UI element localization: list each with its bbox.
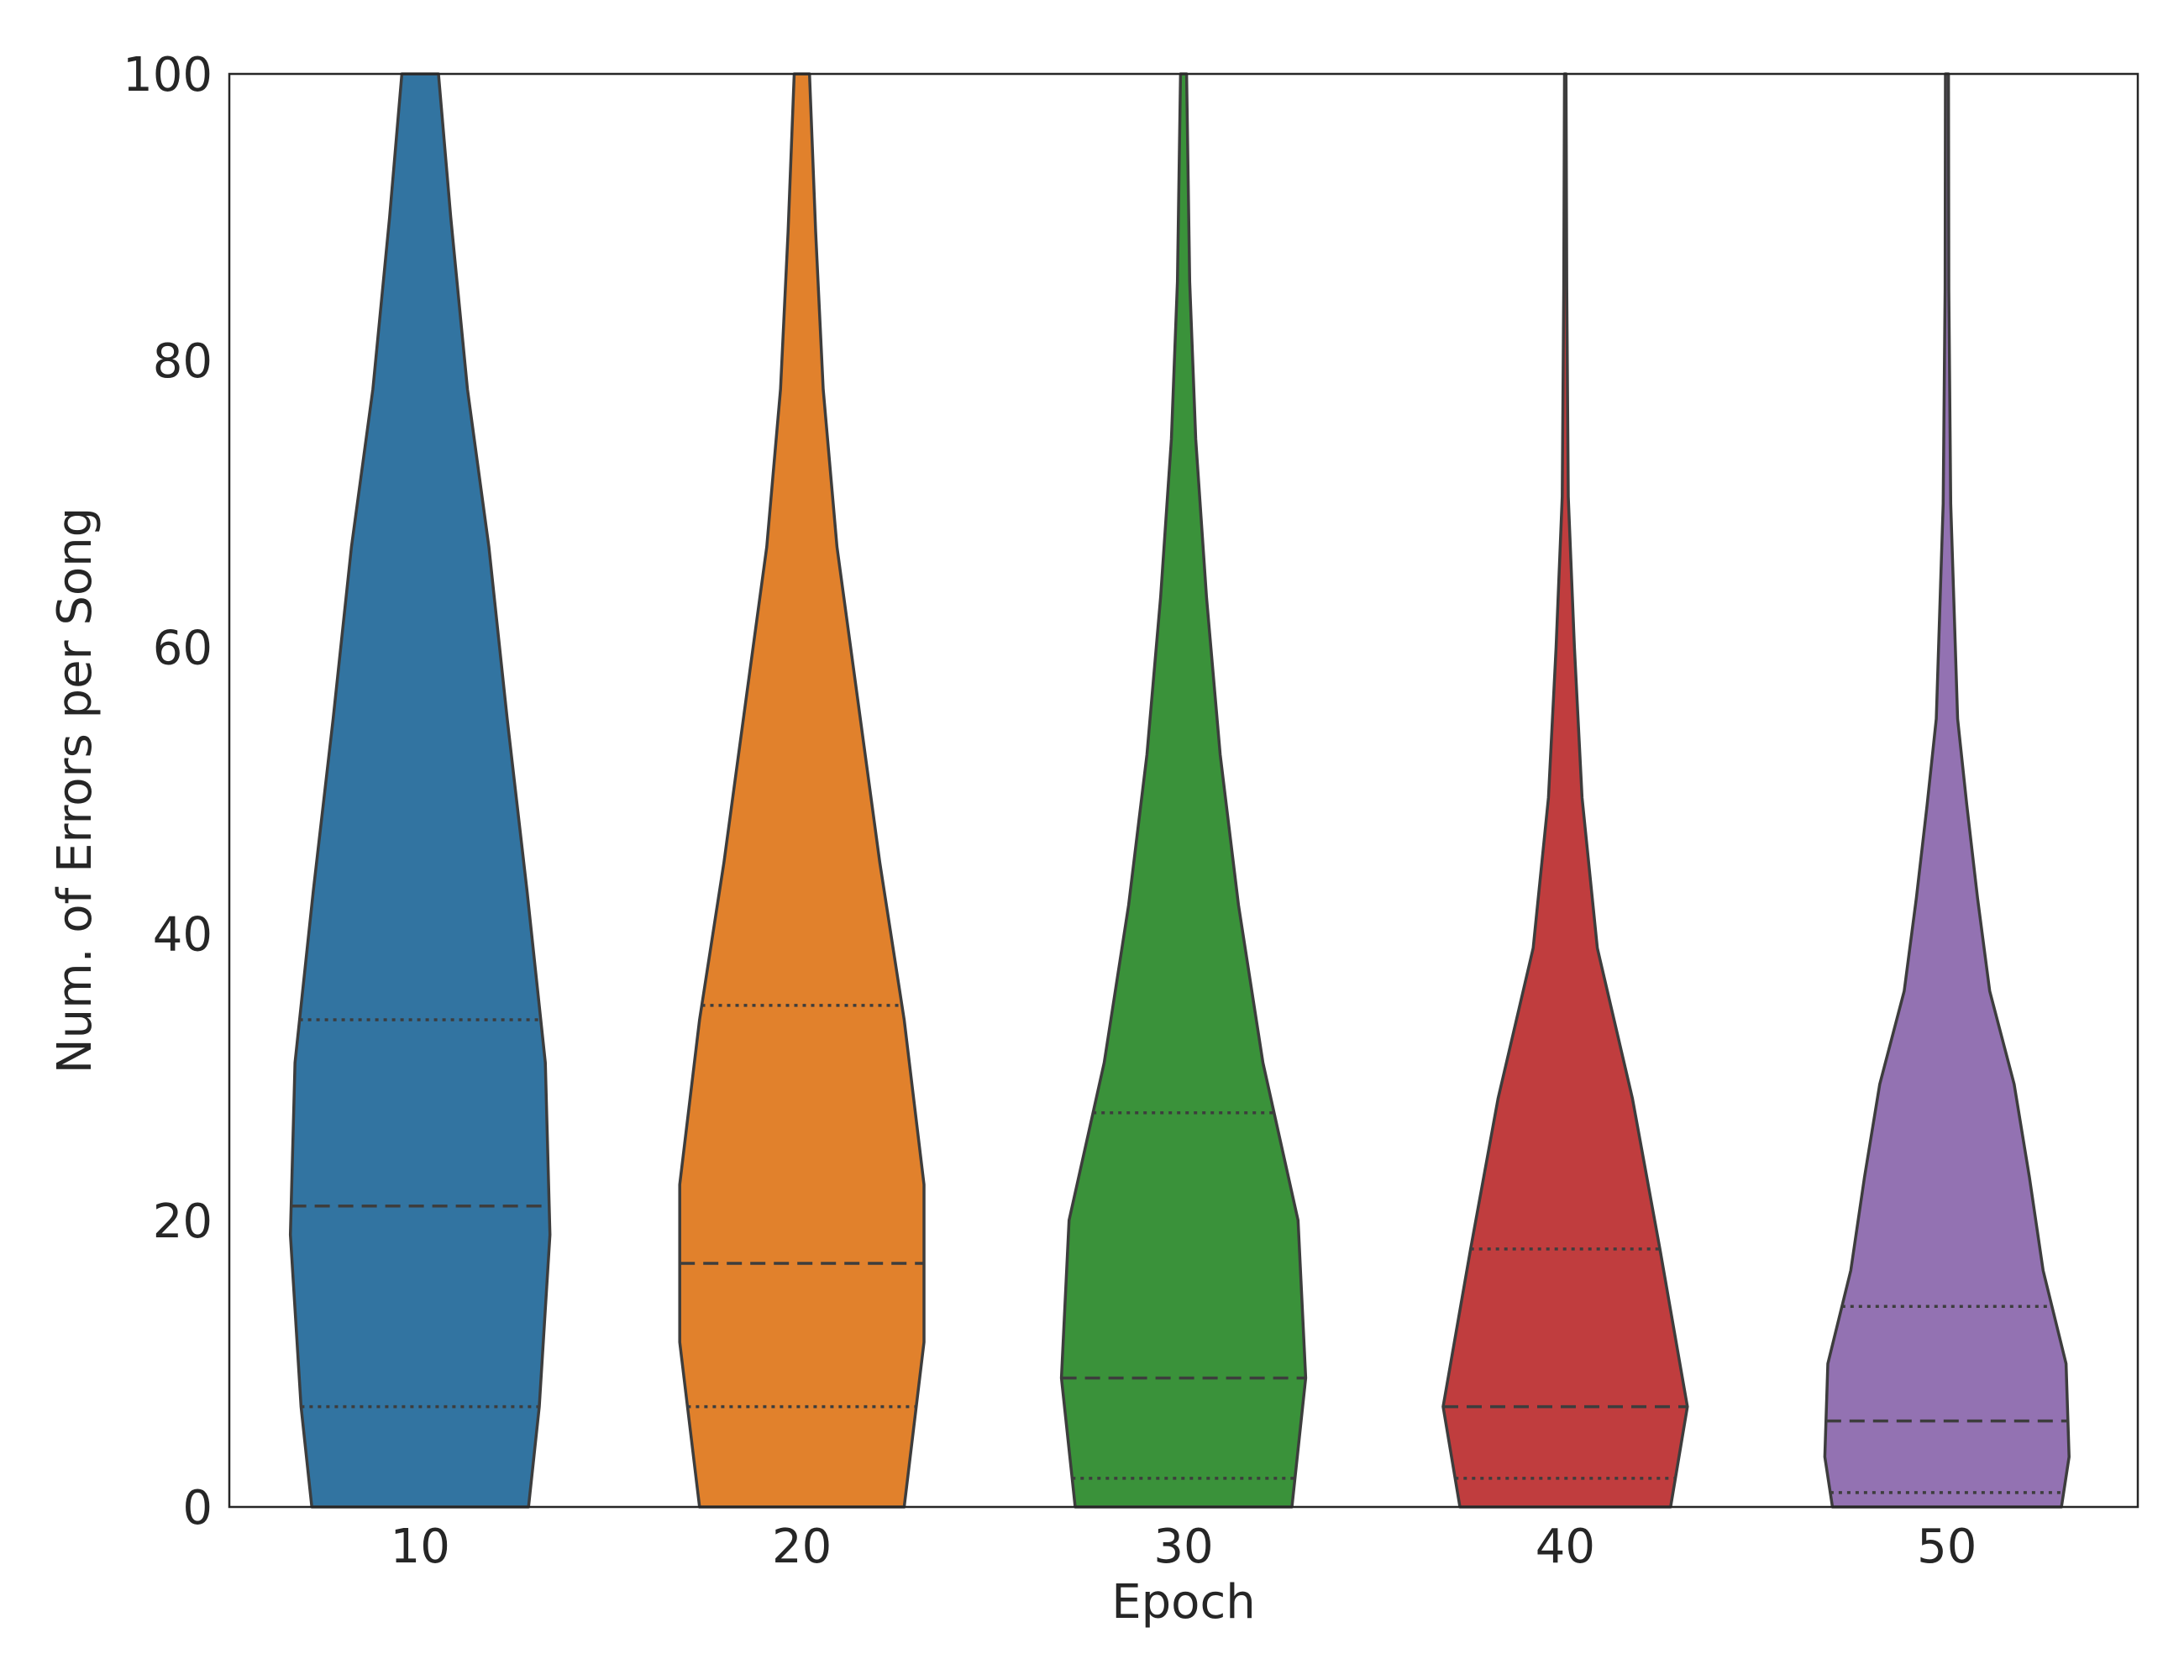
violin-epoch-10 <box>288 72 552 1509</box>
violin-epoch-30 <box>1059 72 1308 1509</box>
violins-group <box>288 72 2071 1509</box>
x-tick-label: 10 <box>391 1520 450 1574</box>
x-tick-label: 50 <box>1917 1520 1977 1574</box>
y-axis-label: Num. of Errors per Song <box>48 507 102 1074</box>
y-tick-label: 100 <box>123 48 213 102</box>
x-tick-label: 30 <box>1153 1520 1213 1574</box>
y-tick-label: 60 <box>153 621 213 675</box>
x-axis-label: Epoch <box>1111 1575 1255 1630</box>
x-tick-label: 40 <box>1536 1520 1595 1574</box>
violin-epoch-20 <box>678 72 926 1509</box>
y-tick-label: 80 <box>153 334 213 389</box>
y-tick-label: 20 <box>153 1194 213 1249</box>
y-tick-label: 0 <box>182 1481 213 1536</box>
quartiles-group <box>291 1004 2068 1494</box>
y-axis-ticks: 0 20 40 60 80 100 <box>123 48 213 1536</box>
plot-frame <box>228 72 2139 1509</box>
y-tick-label: 40 <box>153 908 213 963</box>
violin-epoch-40 <box>1441 72 1689 1509</box>
x-tick-label: 20 <box>772 1520 832 1574</box>
x-axis-ticks: 10 20 30 40 50 <box>391 1520 1977 1574</box>
violin-epoch-50 <box>1823 72 2071 1509</box>
